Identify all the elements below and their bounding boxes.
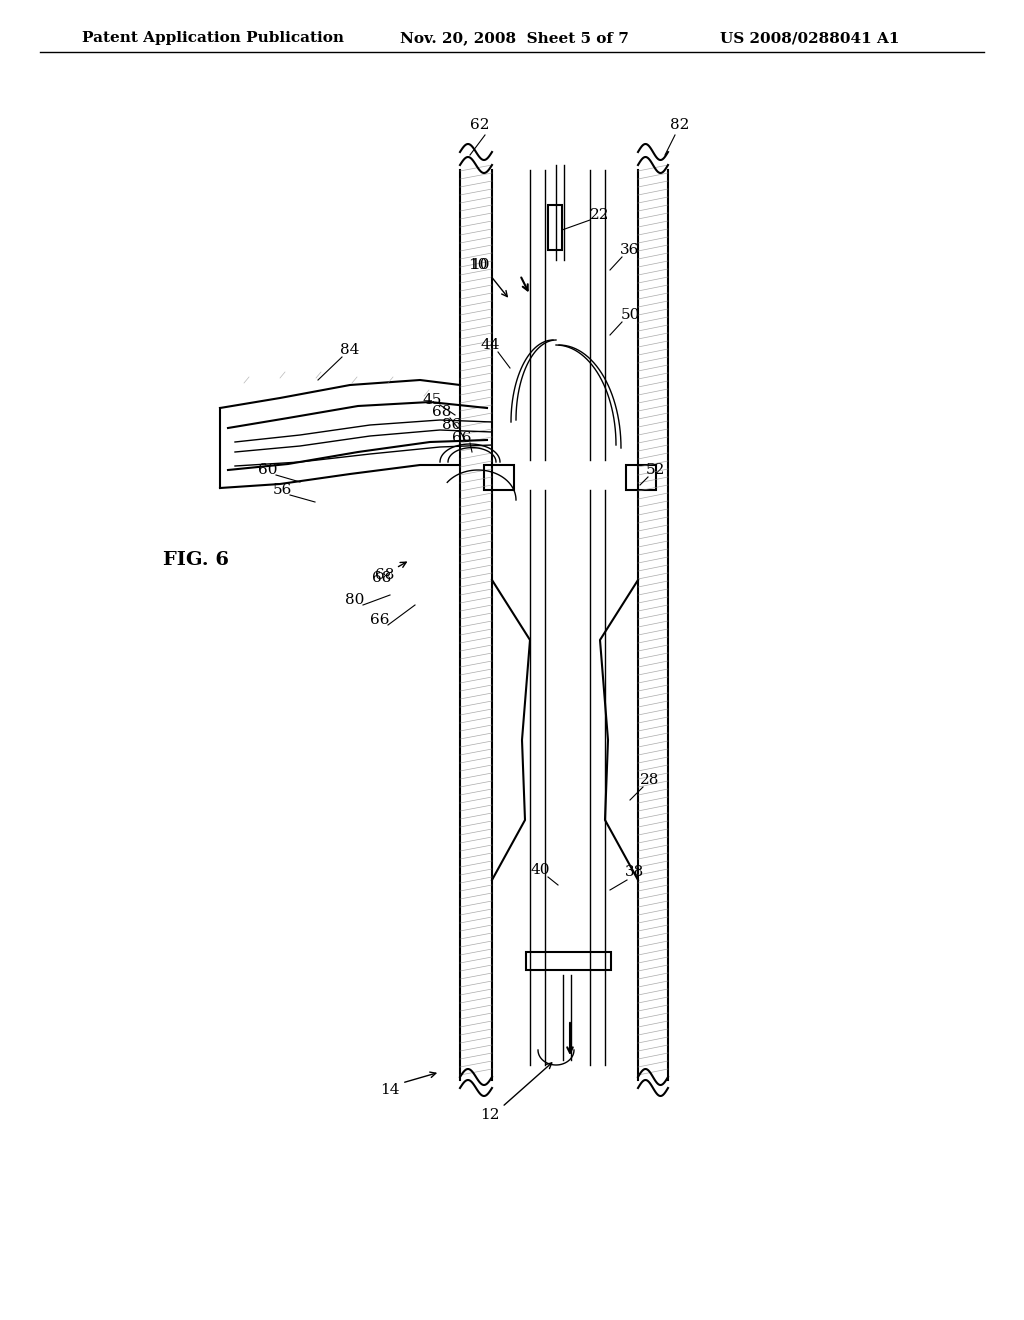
Text: 66: 66	[453, 432, 472, 445]
Text: 62: 62	[470, 117, 489, 132]
Text: 14: 14	[380, 1082, 399, 1097]
Text: US 2008/0288041 A1: US 2008/0288041 A1	[720, 30, 899, 45]
Text: 12: 12	[480, 1107, 500, 1122]
Text: 84: 84	[340, 343, 359, 356]
Text: 22: 22	[590, 209, 609, 222]
Text: 52: 52	[645, 463, 665, 477]
Bar	[548, 205, 562, 249]
Text: 60: 60	[258, 463, 278, 477]
Text: 68: 68	[376, 568, 394, 582]
Bar	[526, 952, 611, 970]
Bar	[626, 465, 656, 490]
Text: 66: 66	[371, 612, 390, 627]
Text: 10: 10	[470, 257, 489, 272]
Text: 56: 56	[272, 483, 292, 498]
Text: 38: 38	[626, 865, 645, 879]
Text: 86: 86	[442, 418, 462, 432]
Text: 40: 40	[530, 863, 550, 876]
Text: 45: 45	[422, 393, 441, 407]
Text: 82: 82	[671, 117, 690, 132]
Text: 36: 36	[621, 243, 640, 257]
Bar	[484, 465, 514, 490]
Text: FIG. 6: FIG. 6	[163, 550, 229, 569]
Text: 68: 68	[432, 405, 452, 418]
Text: 50: 50	[621, 308, 640, 322]
Text: 28: 28	[640, 774, 659, 787]
Text: Nov. 20, 2008  Sheet 5 of 7: Nov. 20, 2008 Sheet 5 of 7	[400, 30, 629, 45]
Text: 10: 10	[468, 257, 487, 272]
Text: Patent Application Publication: Patent Application Publication	[82, 30, 344, 45]
Text: 68: 68	[373, 572, 392, 585]
Text: 44: 44	[480, 338, 500, 352]
Text: 80: 80	[345, 593, 365, 607]
